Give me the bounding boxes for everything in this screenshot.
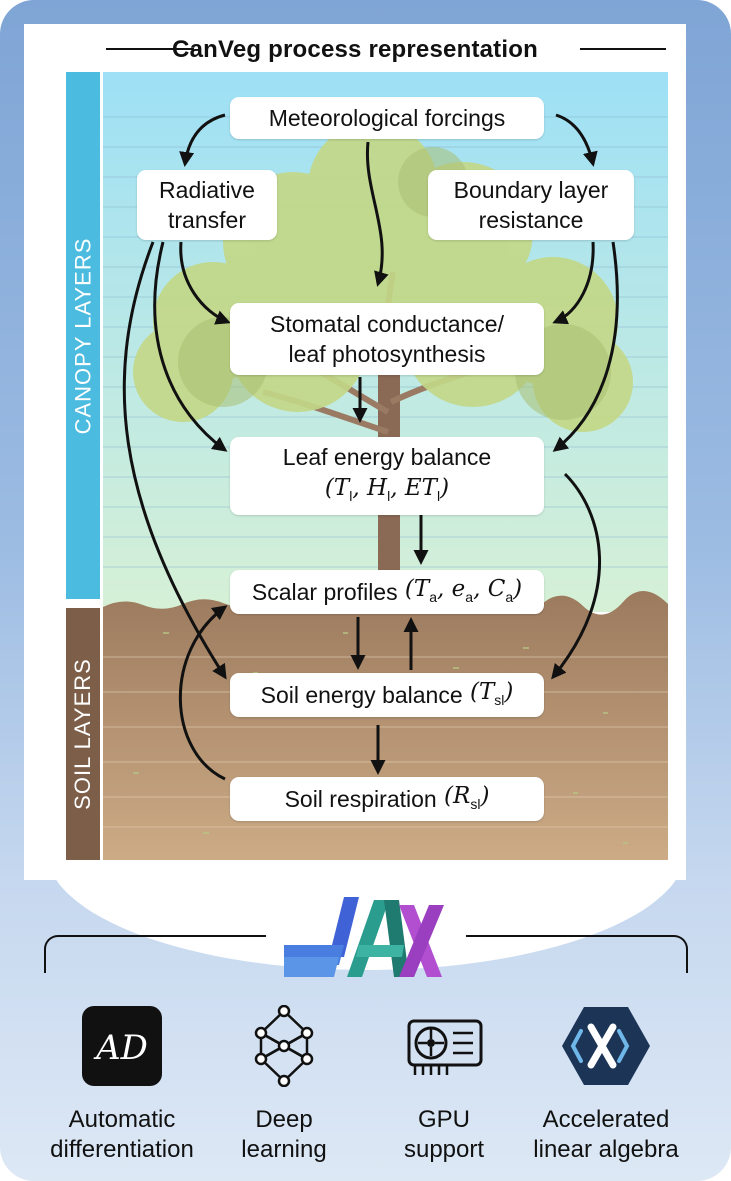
title-row: CanVeg process representation	[24, 24, 686, 78]
boundary-layer-line2: resistance	[478, 207, 584, 233]
jax-a	[347, 900, 409, 977]
stomatal-conductance-box: Stomatal conductance/ leaf photosynthesi…	[230, 303, 544, 375]
tool-gpu-label: GPU support	[403, 1106, 485, 1163]
arrow-met-to-stomatal	[365, 141, 389, 287]
neural-network-icon	[254, 1005, 314, 1087]
arrow-rad-to-soil	[122, 241, 227, 680]
boundary-layer-box: Boundary layer resistance	[428, 170, 634, 240]
stomatal-line2: leaf photosynthesis	[288, 341, 486, 367]
arrow-rad-to-leaf	[153, 241, 228, 452]
jax-logo	[284, 897, 444, 977]
svg-text:AD: AD	[93, 1028, 148, 1068]
tool-deep-learning: Deep learning	[194, 1005, 374, 1165]
tool-autodiff: AD Automatic differentiation	[32, 1005, 212, 1165]
bracket-right	[466, 935, 688, 973]
radiative-transfer-box: Radiative transfer	[137, 170, 277, 240]
soil-respiration-label: Soil respiration	[284, 786, 437, 812]
tool-deep-learning-label: Deep learning	[241, 1106, 327, 1163]
gpu-icon	[407, 1019, 483, 1075]
soil-layers-bar: SOIL LAYERS	[66, 608, 100, 860]
scalar-profiles-box: Scalar profiles (Ta, ea, Ca)	[230, 570, 544, 614]
arrow-met-to-rad	[179, 113, 226, 167]
arrow-bl-to-leaf	[552, 241, 619, 452]
ad-icon: AD	[82, 1006, 162, 1086]
boundary-layer-line1: Boundary layer	[453, 177, 609, 203]
scalar-profiles-label: Scalar profiles	[251, 579, 398, 605]
soil-respiration-box: Soil respiration (Rsl)	[230, 777, 544, 821]
title-rule-right	[580, 48, 666, 50]
arrow-bl-to-stomatal	[552, 241, 595, 325]
flow-arrows	[122, 113, 619, 781]
soil-energy-vars: (Tsl)	[462, 678, 514, 708]
arrow-rad-to-stomatal	[179, 241, 231, 325]
soil-layers-label: SOIL LAYERS	[70, 658, 95, 810]
meteorological-forcings-label: Meteorological forcings	[268, 105, 506, 131]
arrow-resp-to-scalar	[178, 605, 228, 781]
leaf-energy-label: Leaf energy balance	[282, 443, 492, 470]
tool-gpu: GPU support	[354, 1005, 534, 1165]
arrow-leaf-to-soil	[551, 472, 601, 680]
stomatal-line1: Stomatal conductance/	[270, 311, 504, 337]
soil-energy-label: Soil energy balance	[260, 682, 463, 708]
tool-xla: Accelerated linear algebra	[516, 1005, 696, 1165]
soil-respiration-vars: (Rsl)	[436, 782, 490, 812]
tool-xla-label: Accelerated linear algebra	[533, 1106, 679, 1163]
radiative-transfer-line1: Radiative	[159, 177, 255, 203]
arrow-met-to-bl	[555, 113, 598, 167]
leaf-energy-balance-box: Leaf energy balance (Tl, Hl, ETl)	[230, 437, 544, 515]
bracket-left	[44, 935, 266, 973]
xla-icon	[562, 1007, 650, 1085]
tool-autodiff-label: Automatic differentiation	[50, 1106, 194, 1163]
canopy-layers-label: CANOPY LAYERS	[70, 237, 95, 434]
radiative-transfer-line2: transfer	[168, 207, 246, 233]
canopy-layers-bar: CANOPY LAYERS	[66, 72, 100, 599]
title-rule-left	[106, 48, 194, 50]
jax-j	[284, 897, 359, 977]
soil-energy-balance-box: Soil energy balance (Tsl)	[230, 673, 544, 717]
leaf-energy-vars: (Tl, Hl, ETl)	[324, 474, 450, 504]
scalar-profiles-vars: (Ta, ea, Ca)	[397, 575, 523, 605]
jax-x	[399, 905, 444, 977]
diagram-title: CanVeg process representation	[172, 36, 538, 63]
meteorological-forcings-box: Meteorological forcings	[230, 97, 544, 139]
